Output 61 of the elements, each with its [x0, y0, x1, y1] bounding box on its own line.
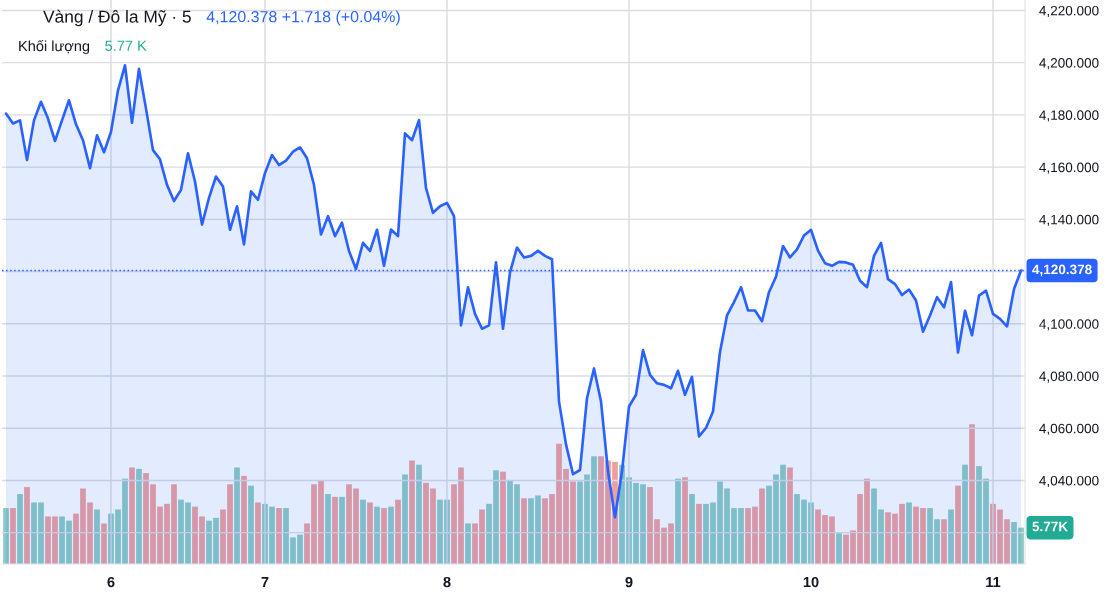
bar	[332, 496, 338, 564]
y-tick-label: 4,080.000	[1039, 371, 1099, 383]
bar	[941, 519, 947, 564]
y-tick-label: 4,200.000	[1039, 58, 1099, 70]
bar	[416, 464, 422, 564]
bar	[962, 464, 968, 564]
bar	[836, 533, 842, 564]
text: Vàng / Đô la Mỹ · 5	[43, 9, 191, 27]
bar	[955, 485, 961, 564]
x-tick-label: 6	[107, 576, 115, 588]
bar	[381, 508, 387, 564]
y-tick-label: 4,160.000	[1039, 162, 1099, 174]
bar	[136, 468, 142, 564]
bar	[402, 474, 408, 564]
bar	[969, 424, 975, 564]
bar	[906, 502, 912, 564]
bar	[948, 509, 954, 564]
bar	[388, 506, 394, 564]
bar	[367, 502, 373, 564]
bar	[94, 509, 100, 564]
bar	[787, 467, 793, 564]
bar	[521, 498, 527, 564]
bar	[3, 508, 9, 564]
bar	[101, 523, 107, 564]
x-tick-label: 8	[443, 576, 451, 588]
bar	[360, 499, 366, 564]
bar	[339, 496, 345, 564]
bar	[248, 485, 254, 564]
y-tick-label: 4,220.000	[1039, 5, 1099, 18]
bar	[10, 508, 16, 564]
y-tick-label: 4,180.000	[1039, 110, 1099, 122]
y-tick-label: 4,140.000	[1039, 214, 1099, 226]
y-tick-label: 4,100.000	[1039, 319, 1099, 331]
ref-line-label: 4,120.378	[1032, 264, 1092, 277]
bar	[465, 523, 471, 564]
bar	[17, 494, 23, 564]
y-tick-label: 4,040.000	[1039, 475, 1099, 488]
annotation: 4,120.378 +1.718 (+0.04%)	[206, 10, 400, 26]
bar	[689, 494, 695, 564]
bar	[325, 494, 331, 564]
bar	[374, 506, 380, 564]
annotation: 5.77 K	[105, 40, 147, 51]
bar	[500, 471, 506, 564]
x-tick-label: 11	[986, 577, 1001, 588]
bar	[24, 487, 30, 564]
bar	[276, 508, 282, 564]
bar	[241, 475, 247, 564]
x-tick-label: 10	[803, 576, 819, 588]
bar	[129, 467, 135, 564]
x-tick-label: 7	[261, 577, 269, 588]
bar	[682, 477, 688, 564]
bar	[675, 478, 681, 564]
chart-title: Khối lượng	[19, 39, 90, 55]
bar	[696, 503, 702, 564]
bar	[409, 460, 415, 564]
bar	[395, 499, 401, 564]
y-tick-label: 4,060.000	[1039, 423, 1099, 435]
bar	[255, 502, 261, 564]
x-tick-label: 9	[625, 576, 633, 588]
bar	[234, 467, 240, 564]
text: 5.77K	[1032, 521, 1068, 532]
